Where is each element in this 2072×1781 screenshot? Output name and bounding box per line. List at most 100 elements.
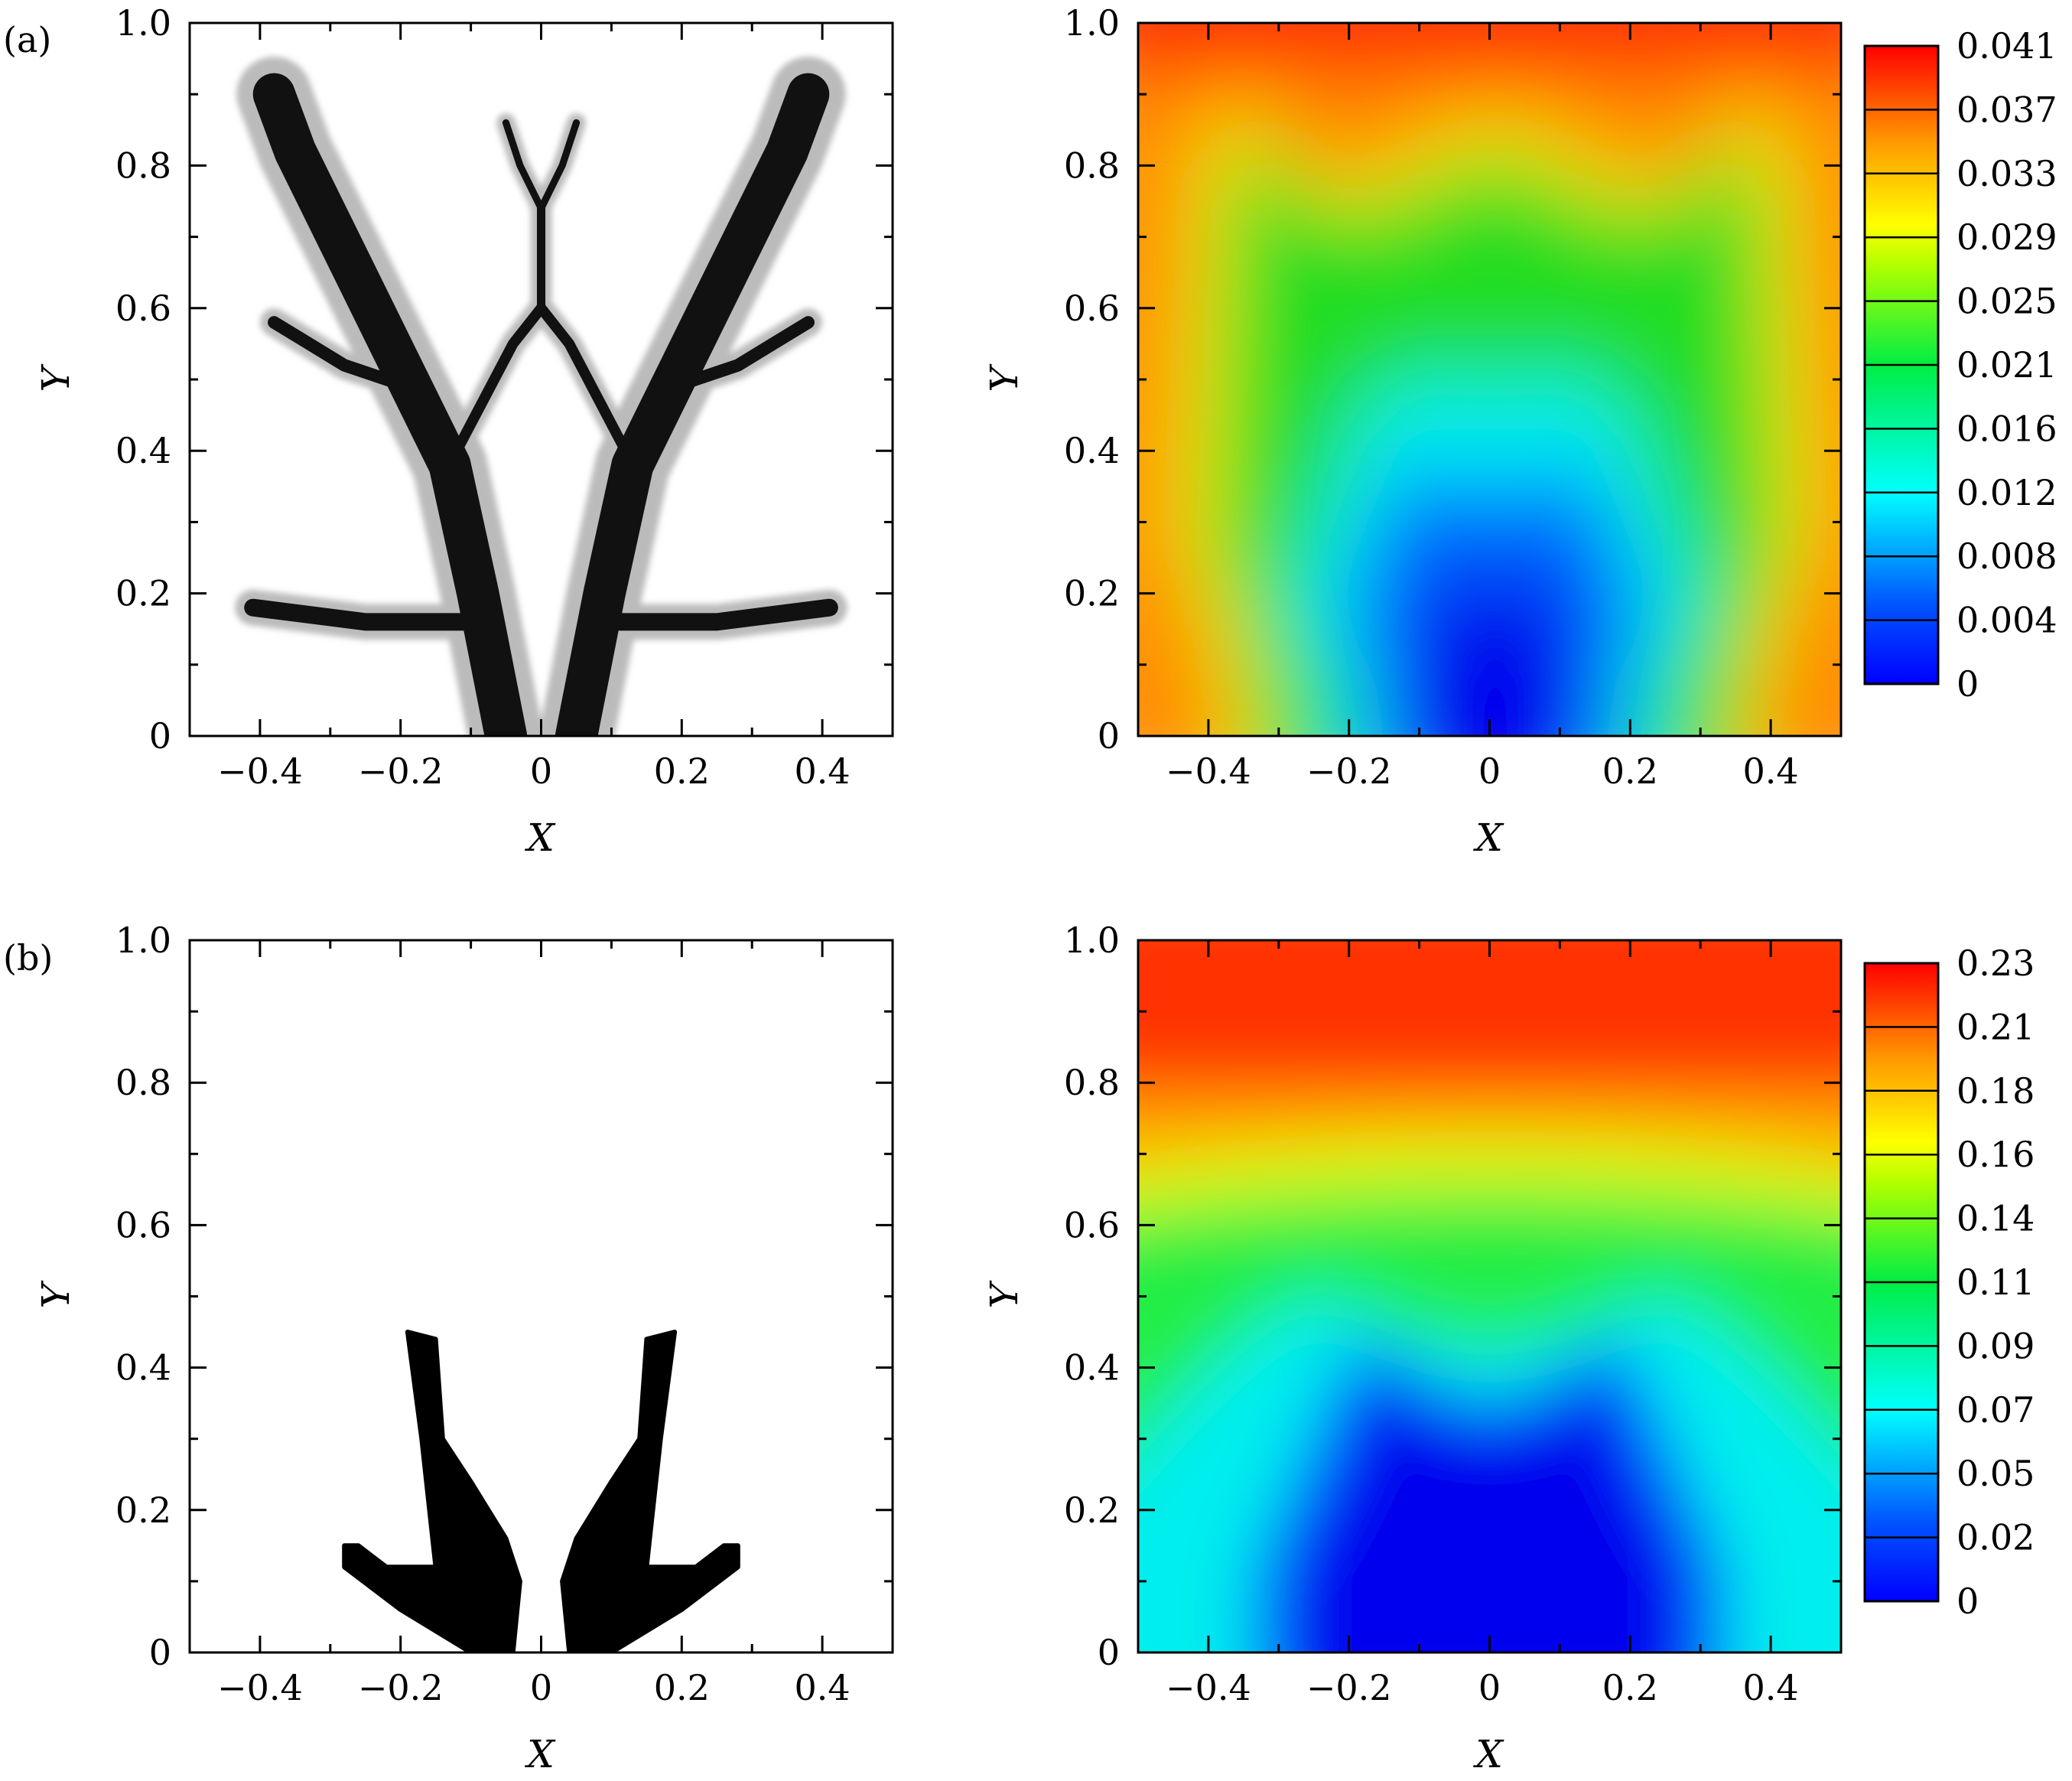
y-tick-label: 0.2 xyxy=(1064,1490,1120,1531)
field-heatmap xyxy=(1138,23,1841,736)
axis-ticks: −0.4 −0.2 0 0.2 0.4 0 0.2 0.4 0.6 0.8 1.0 xyxy=(115,2,894,792)
x-tick-label: −0.4 xyxy=(1166,1667,1251,1708)
x-tick-label: −0.4 xyxy=(1166,750,1251,792)
y-tick-label: 0.2 xyxy=(1064,573,1120,614)
branch xyxy=(268,316,415,393)
y-tick-label: 0.4 xyxy=(115,1347,171,1389)
y-axis-title: Y xyxy=(982,1281,1026,1309)
x-tick-label: 0.4 xyxy=(795,750,851,792)
colorbar-tick-label: 0.11 xyxy=(1957,1262,2035,1303)
solid-region xyxy=(342,1330,522,1652)
x-tick-label: 0.2 xyxy=(654,750,710,792)
panel-label-b: (b) xyxy=(3,937,53,978)
x-tick-label: −0.2 xyxy=(1306,1667,1392,1708)
x-axis-title: X xyxy=(524,1732,556,1776)
colorbar-tick-label: 0.05 xyxy=(1957,1453,2035,1494)
tree-structure xyxy=(235,57,847,736)
colorbar-tick-label: 0.14 xyxy=(1957,1198,2035,1239)
y-tick-label: 0.8 xyxy=(1064,145,1120,186)
x-tick-label: 0 xyxy=(1478,1667,1501,1708)
colorbar-tick-label: 0.037 xyxy=(1957,89,2057,130)
density-plot-b: −0.4 −0.2 0 0.2 0.4 0 0.2 0.4 0.6 0.8 1.0 X Y xyxy=(34,920,894,1776)
y-tick-label: 0.8 xyxy=(115,1062,171,1103)
solid-structure xyxy=(342,1330,740,1652)
x-tick-label: 0.2 xyxy=(1602,750,1658,792)
x-tick-label: 0.2 xyxy=(1602,1667,1658,1708)
axis-ticks: −0.4 −0.2 0 0.2 0.4 0 0.2 0.4 0.6 0.8 1.0 xyxy=(115,920,894,1708)
branch xyxy=(537,119,581,212)
y-tick-label: 0 xyxy=(149,715,171,757)
y-tick-label: 0.6 xyxy=(1064,288,1120,329)
colorbar-tick-label: 0.008 xyxy=(1957,536,2057,577)
branch xyxy=(451,302,547,457)
y-tick-label: 1.0 xyxy=(115,2,171,44)
y-tick-label: 0.6 xyxy=(115,1204,171,1245)
colorbar-tick-label: 0.23 xyxy=(1957,943,2035,984)
y-tick-label: 1.0 xyxy=(115,920,171,961)
branch xyxy=(502,119,545,212)
colorbar-tick-label: 0.029 xyxy=(1957,217,2057,258)
solid-region xyxy=(560,1330,740,1652)
field-plot-b: −0.4 −0.2 0 0.2 0.4 0 0.2 0.4 0.6 0.8 1.0 X Y 0.23… xyxy=(982,920,2035,1776)
y-tick-label: 0.2 xyxy=(115,573,171,614)
colorbar-tick-label: 0.021 xyxy=(1957,344,2057,386)
y-axis-title: Y xyxy=(982,364,1026,392)
x-tick-label: −0.2 xyxy=(358,750,444,792)
colorbar-tick-label: 0.21 xyxy=(1957,1006,2035,1047)
y-tick-label: 0.8 xyxy=(1064,1062,1120,1103)
y-axis-title: Y xyxy=(34,1281,78,1309)
branch xyxy=(252,73,528,736)
colorbar: 0.041 0.037 0.033 0.029 0.025 0.021 0.016 0.012… xyxy=(1863,25,2057,705)
y-tick-label: 0.6 xyxy=(1064,1204,1120,1245)
colorbar-tick-label: 0.041 xyxy=(1957,25,2057,67)
colorbar-tick-label: 0.07 xyxy=(1957,1389,2035,1431)
x-tick-label: −0.4 xyxy=(217,1667,303,1708)
y-tick-label: 0 xyxy=(149,1632,171,1673)
x-tick-label: −0.2 xyxy=(358,1667,444,1708)
y-tick-label: 1.0 xyxy=(1064,920,1120,961)
branch xyxy=(595,598,838,631)
axis-ticks: −0.4 −0.2 0 0.2 0.4 0 0.2 0.4 0.6 0.8 1.0 xyxy=(1064,920,1843,1708)
x-axis-title: X xyxy=(1472,1732,1504,1776)
colorbar-tick-label: 0.025 xyxy=(1957,281,2057,322)
branch xyxy=(555,73,830,736)
x-tick-label: 0.4 xyxy=(795,1667,851,1708)
branch-core-group xyxy=(244,73,838,736)
colorbar-tick-label: 0.004 xyxy=(1957,600,2057,641)
plot-area xyxy=(190,940,893,1652)
x-axis-title: X xyxy=(524,816,556,860)
branch xyxy=(535,302,631,457)
colorbar-tick-label: 0 xyxy=(1957,663,1979,705)
x-tick-label: 0.4 xyxy=(1743,1667,1799,1708)
colorbar-tick-label: 0.012 xyxy=(1957,472,2057,513)
x-tick-label: 0 xyxy=(1478,750,1501,792)
y-tick-label: 0.4 xyxy=(1064,1347,1120,1389)
colorbar-tick-label: 0.18 xyxy=(1957,1070,2035,1112)
y-tick-label: 0.4 xyxy=(115,430,171,471)
field-heatmap xyxy=(1138,940,1841,1652)
x-tick-label: −0.4 xyxy=(217,750,303,792)
colorbar-tick-label: 0.033 xyxy=(1957,153,2057,194)
colorbar-tick-label: 0.02 xyxy=(1957,1517,2035,1558)
density-plot-a: −0.4 −0.2 0 0.2 0.4 0 0.2 0.4 0.6 0.8 1.0 X Y xyxy=(34,2,894,860)
x-tick-label: 0.2 xyxy=(654,1667,710,1708)
colorbar-tick-label: 0.16 xyxy=(1957,1134,2035,1175)
y-tick-label: 0.2 xyxy=(115,1490,171,1531)
branch xyxy=(668,316,815,393)
panel-label-a: (a) xyxy=(3,19,51,60)
colorbar-tick-label: 0.09 xyxy=(1957,1325,2035,1366)
x-tick-label: 0 xyxy=(530,750,552,792)
field-plot-a: −0.4 −0.2 0 0.2 0.4 0 0.2 0.4 0.6 0.8 1.0 X Y 0.04… xyxy=(982,2,2057,860)
y-tick-label: 0 xyxy=(1098,1632,1120,1673)
branch xyxy=(244,598,487,631)
colorbar-tick-label: 0.016 xyxy=(1957,408,2057,449)
axis-ticks: −0.4 −0.2 0 0.2 0.4 0 0.2 0.4 0.6 0.8 1.0 xyxy=(1064,2,1843,792)
y-tick-label: 0.4 xyxy=(1064,430,1120,471)
y-axis-title: Y xyxy=(34,364,78,392)
x-axis-title: X xyxy=(1472,816,1504,860)
y-tick-label: 0.6 xyxy=(115,288,171,329)
y-tick-label: 1.0 xyxy=(1064,2,1120,44)
x-tick-label: 0 xyxy=(530,1667,552,1708)
x-tick-label: −0.2 xyxy=(1306,750,1392,792)
